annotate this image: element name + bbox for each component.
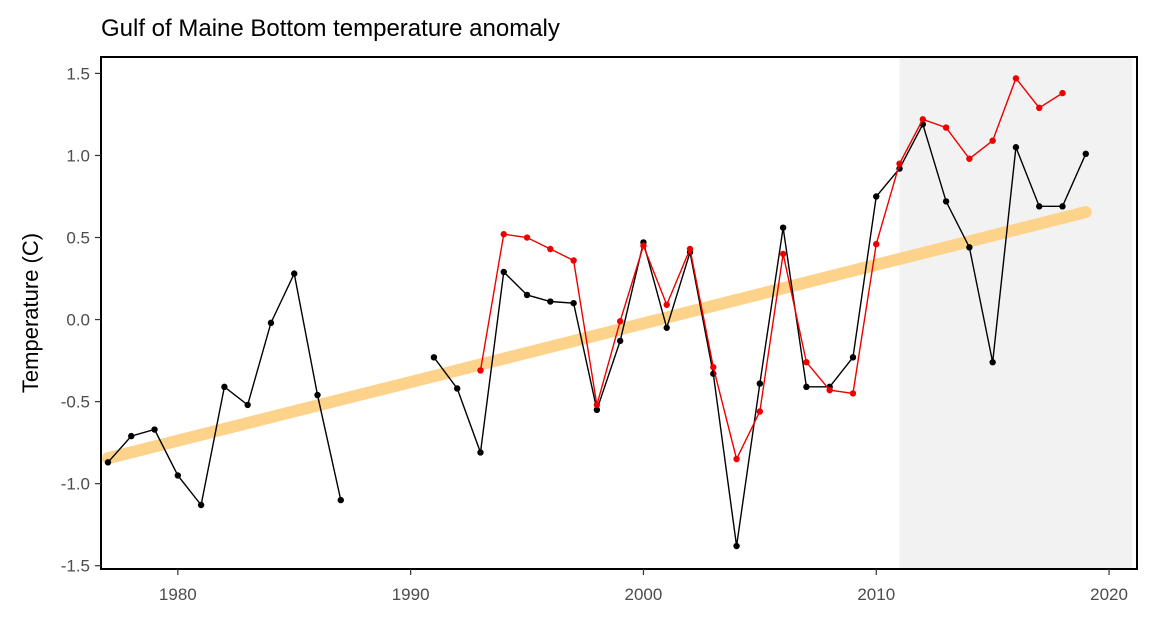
series-0-point: [151, 426, 158, 433]
series-0-point: [663, 324, 670, 331]
y-tick-label: -1.0: [61, 475, 90, 494]
series-0-point: [756, 380, 764, 387]
series-1-point: [873, 240, 880, 248]
y-tick-label: 1.5: [66, 64, 90, 83]
series-1-point: [896, 160, 903, 167]
series-0-point: [1082, 150, 1089, 158]
series-1-point: [640, 242, 647, 249]
series-0-point: [989, 359, 996, 366]
series-0-point: [1036, 203, 1043, 210]
series-1-line-0: [479, 76, 1063, 462]
y-tick-label: -0.5: [61, 393, 90, 412]
plot-border: [100, 56, 1138, 570]
series-1-point: [966, 155, 973, 162]
series-0-point: [570, 299, 577, 307]
series-0-point: [733, 542, 740, 550]
series-1-point: [663, 301, 670, 308]
y-tick-label: 0.5: [66, 229, 90, 248]
trend-line: [101, 206, 1092, 465]
series-1-point: [1036, 104, 1043, 112]
series-0-point: [779, 224, 787, 231]
series-1-point: [803, 359, 810, 366]
series-0-point: [453, 385, 461, 392]
series-0-point: [803, 383, 810, 391]
series-0-point: [1012, 144, 1020, 151]
x-tick-label: 1990: [392, 585, 430, 604]
x-tick-label: 2010: [857, 585, 895, 604]
series-1-point: [779, 250, 787, 258]
x-tick-label: 2020: [1090, 585, 1128, 604]
series-0-point: [267, 319, 275, 327]
series-1-point: [1012, 75, 1020, 82]
series-1-point: [547, 245, 554, 253]
series-0-point: [291, 270, 298, 277]
series-0-point: [174, 472, 182, 479]
series-0-point: [104, 459, 112, 466]
y-tick-label: -1.5: [61, 557, 90, 576]
series-1-point: [686, 245, 694, 253]
series-0-point: [430, 354, 438, 361]
series-1-point: [477, 367, 484, 374]
series-1-point: [1059, 89, 1066, 97]
series-0-point: [314, 391, 321, 399]
x-tick-label: 1980: [159, 585, 197, 604]
series-0-point: [244, 401, 251, 409]
series-1-point: [942, 124, 950, 131]
series-0-point: [500, 268, 507, 276]
series-1-point: [523, 234, 531, 241]
series-1-point: [919, 116, 927, 123]
series-1-point: [500, 231, 507, 238]
series-0-point: [966, 244, 973, 251]
series-0-point: [593, 406, 601, 414]
series-0-point: [849, 354, 857, 361]
series-0: [104, 121, 1089, 550]
y-axis-label: Temperature (C): [18, 233, 43, 393]
series-1-point: [710, 363, 717, 371]
series-0-point: [337, 496, 344, 504]
series-1: [477, 75, 1066, 463]
series-0-point: [477, 449, 484, 456]
series-0-point: [873, 193, 880, 200]
series-0-point: [547, 298, 554, 305]
series-1-point: [570, 257, 577, 264]
series-1-point: [849, 390, 857, 397]
series-1-point: [616, 318, 624, 325]
series-1-point: [989, 137, 996, 144]
series-0-point: [128, 432, 135, 440]
series-1-point: [826, 386, 833, 394]
shaded-region: [899, 57, 1133, 569]
y-tick-label: 0.0: [66, 311, 90, 330]
x-tick-label: 2000: [625, 585, 663, 604]
series-0-point: [616, 337, 624, 345]
series-0-point: [221, 383, 228, 391]
series-1-point: [733, 455, 740, 463]
series-0-point: [942, 198, 950, 205]
series-1-point: [756, 408, 764, 415]
series-0-point: [1059, 203, 1066, 210]
series-0-point: [197, 501, 205, 509]
chart-title: Gulf of Maine Bottom temperature anomaly: [101, 15, 560, 42]
y-tick-label: 1.0: [66, 146, 90, 165]
series-1-point: [593, 401, 601, 409]
series-0-point: [523, 291, 531, 299]
